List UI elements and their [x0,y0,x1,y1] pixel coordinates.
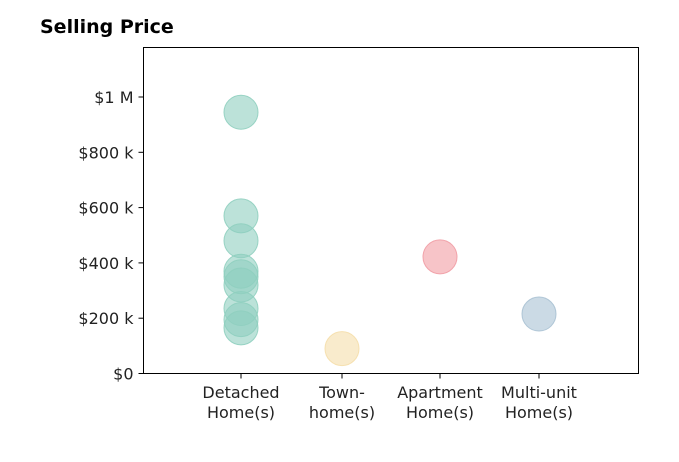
y-tick-label: $800 k [78,143,134,162]
x-tick-label: Apartment [397,383,483,402]
x-axis: DetachedHome(s)Town-home(s)ApartmentHome… [202,373,577,422]
y-tick-label: $200 k [78,309,134,328]
x-tick-label: Multi-unit [501,383,577,402]
y-tick-label: $0 [113,365,133,384]
x-tick-label: home(s) [309,403,375,422]
data-point [422,239,458,275]
data-point [223,94,259,130]
y-axis: $0 $200 k $400 k $600 k $800 k $1 M [78,88,144,384]
data-point [223,223,259,259]
data-point [521,296,557,332]
x-tick-label: Home(s) [207,403,275,422]
data-points [223,94,557,367]
y-tick-label: $1 M [94,88,133,107]
x-tick-label: Home(s) [505,403,573,422]
y-tick-label: $400 k [78,254,134,273]
y-tick-label: $600 k [78,199,134,218]
data-point [324,331,360,367]
x-tick-label: Detached [202,383,279,402]
data-point [223,310,259,346]
plot-frame [143,47,639,374]
chart-title: Selling Price [40,16,174,38]
x-tick-label: Home(s) [406,403,474,422]
x-tick-label: Town- [318,383,365,402]
